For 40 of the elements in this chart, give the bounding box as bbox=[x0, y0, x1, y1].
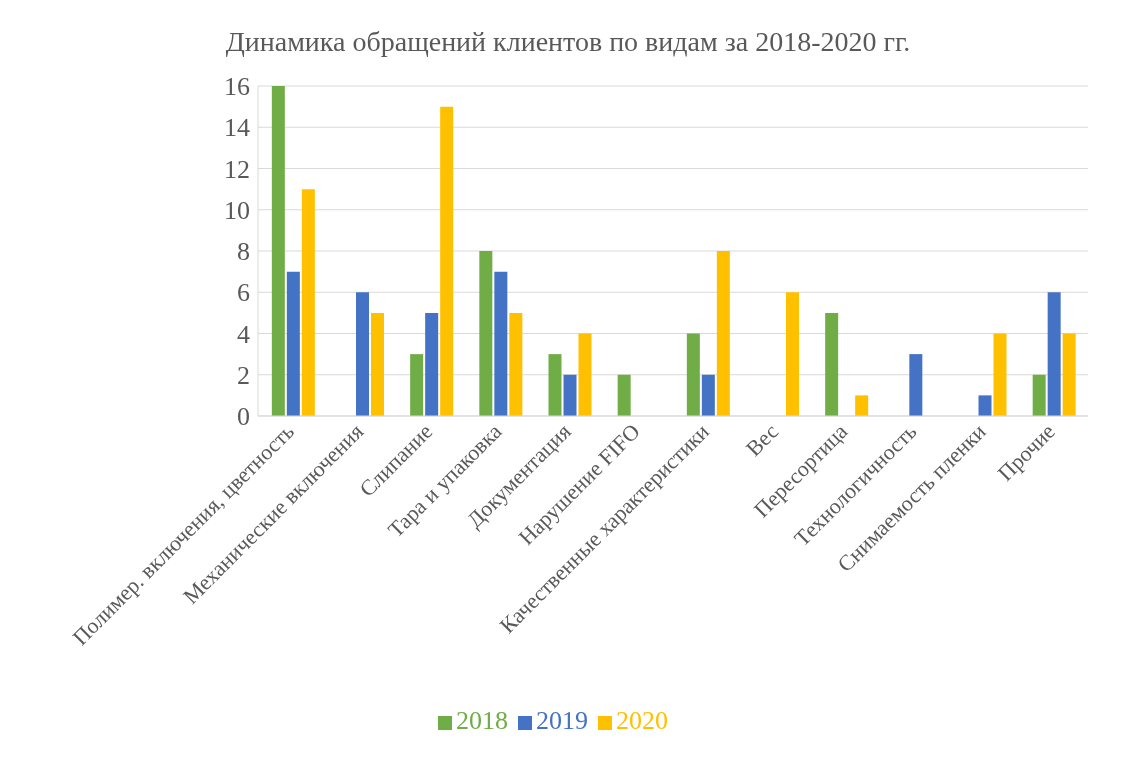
y-tick-label: 12 bbox=[224, 154, 250, 184]
y-tick-label: 4 bbox=[237, 319, 250, 349]
bar bbox=[479, 251, 493, 416]
bar bbox=[425, 312, 439, 416]
chart-title: Динамика обращений клиентов по видам за 2018-2020 гг. bbox=[224, 25, 912, 59]
bar bbox=[825, 312, 839, 416]
bar bbox=[978, 395, 992, 416]
y-tick-label: 0 bbox=[237, 402, 250, 432]
bar bbox=[563, 374, 577, 416]
bar bbox=[909, 354, 923, 416]
bar bbox=[371, 312, 384, 416]
y-tick-label: 2 bbox=[237, 360, 250, 390]
bar bbox=[271, 86, 285, 416]
bar bbox=[494, 271, 508, 416]
legend-label: 2020 bbox=[616, 706, 668, 735]
legend-label: 2019 bbox=[536, 706, 588, 735]
y-tick-label: 6 bbox=[237, 278, 250, 308]
bar bbox=[286, 271, 300, 416]
bar bbox=[716, 251, 730, 416]
y-tick-label: 10 bbox=[224, 195, 250, 225]
bar bbox=[993, 333, 1007, 416]
bar bbox=[440, 106, 454, 416]
bar bbox=[1062, 333, 1076, 416]
bar bbox=[855, 395, 869, 416]
bar bbox=[617, 374, 631, 416]
bar bbox=[301, 189, 315, 416]
bar bbox=[1047, 292, 1061, 416]
legend-label: 2018 bbox=[456, 706, 508, 735]
y-tick-label: 16 bbox=[224, 72, 250, 102]
bar bbox=[1032, 374, 1046, 416]
bar bbox=[701, 374, 715, 416]
bar bbox=[356, 292, 369, 416]
y-tick-label: 14 bbox=[224, 113, 250, 143]
bar bbox=[786, 292, 799, 416]
bar bbox=[578, 333, 592, 416]
y-tick-label: 8 bbox=[237, 237, 250, 267]
bar bbox=[509, 312, 523, 416]
bar bbox=[686, 333, 700, 416]
bar bbox=[548, 354, 562, 416]
bar bbox=[410, 354, 424, 416]
